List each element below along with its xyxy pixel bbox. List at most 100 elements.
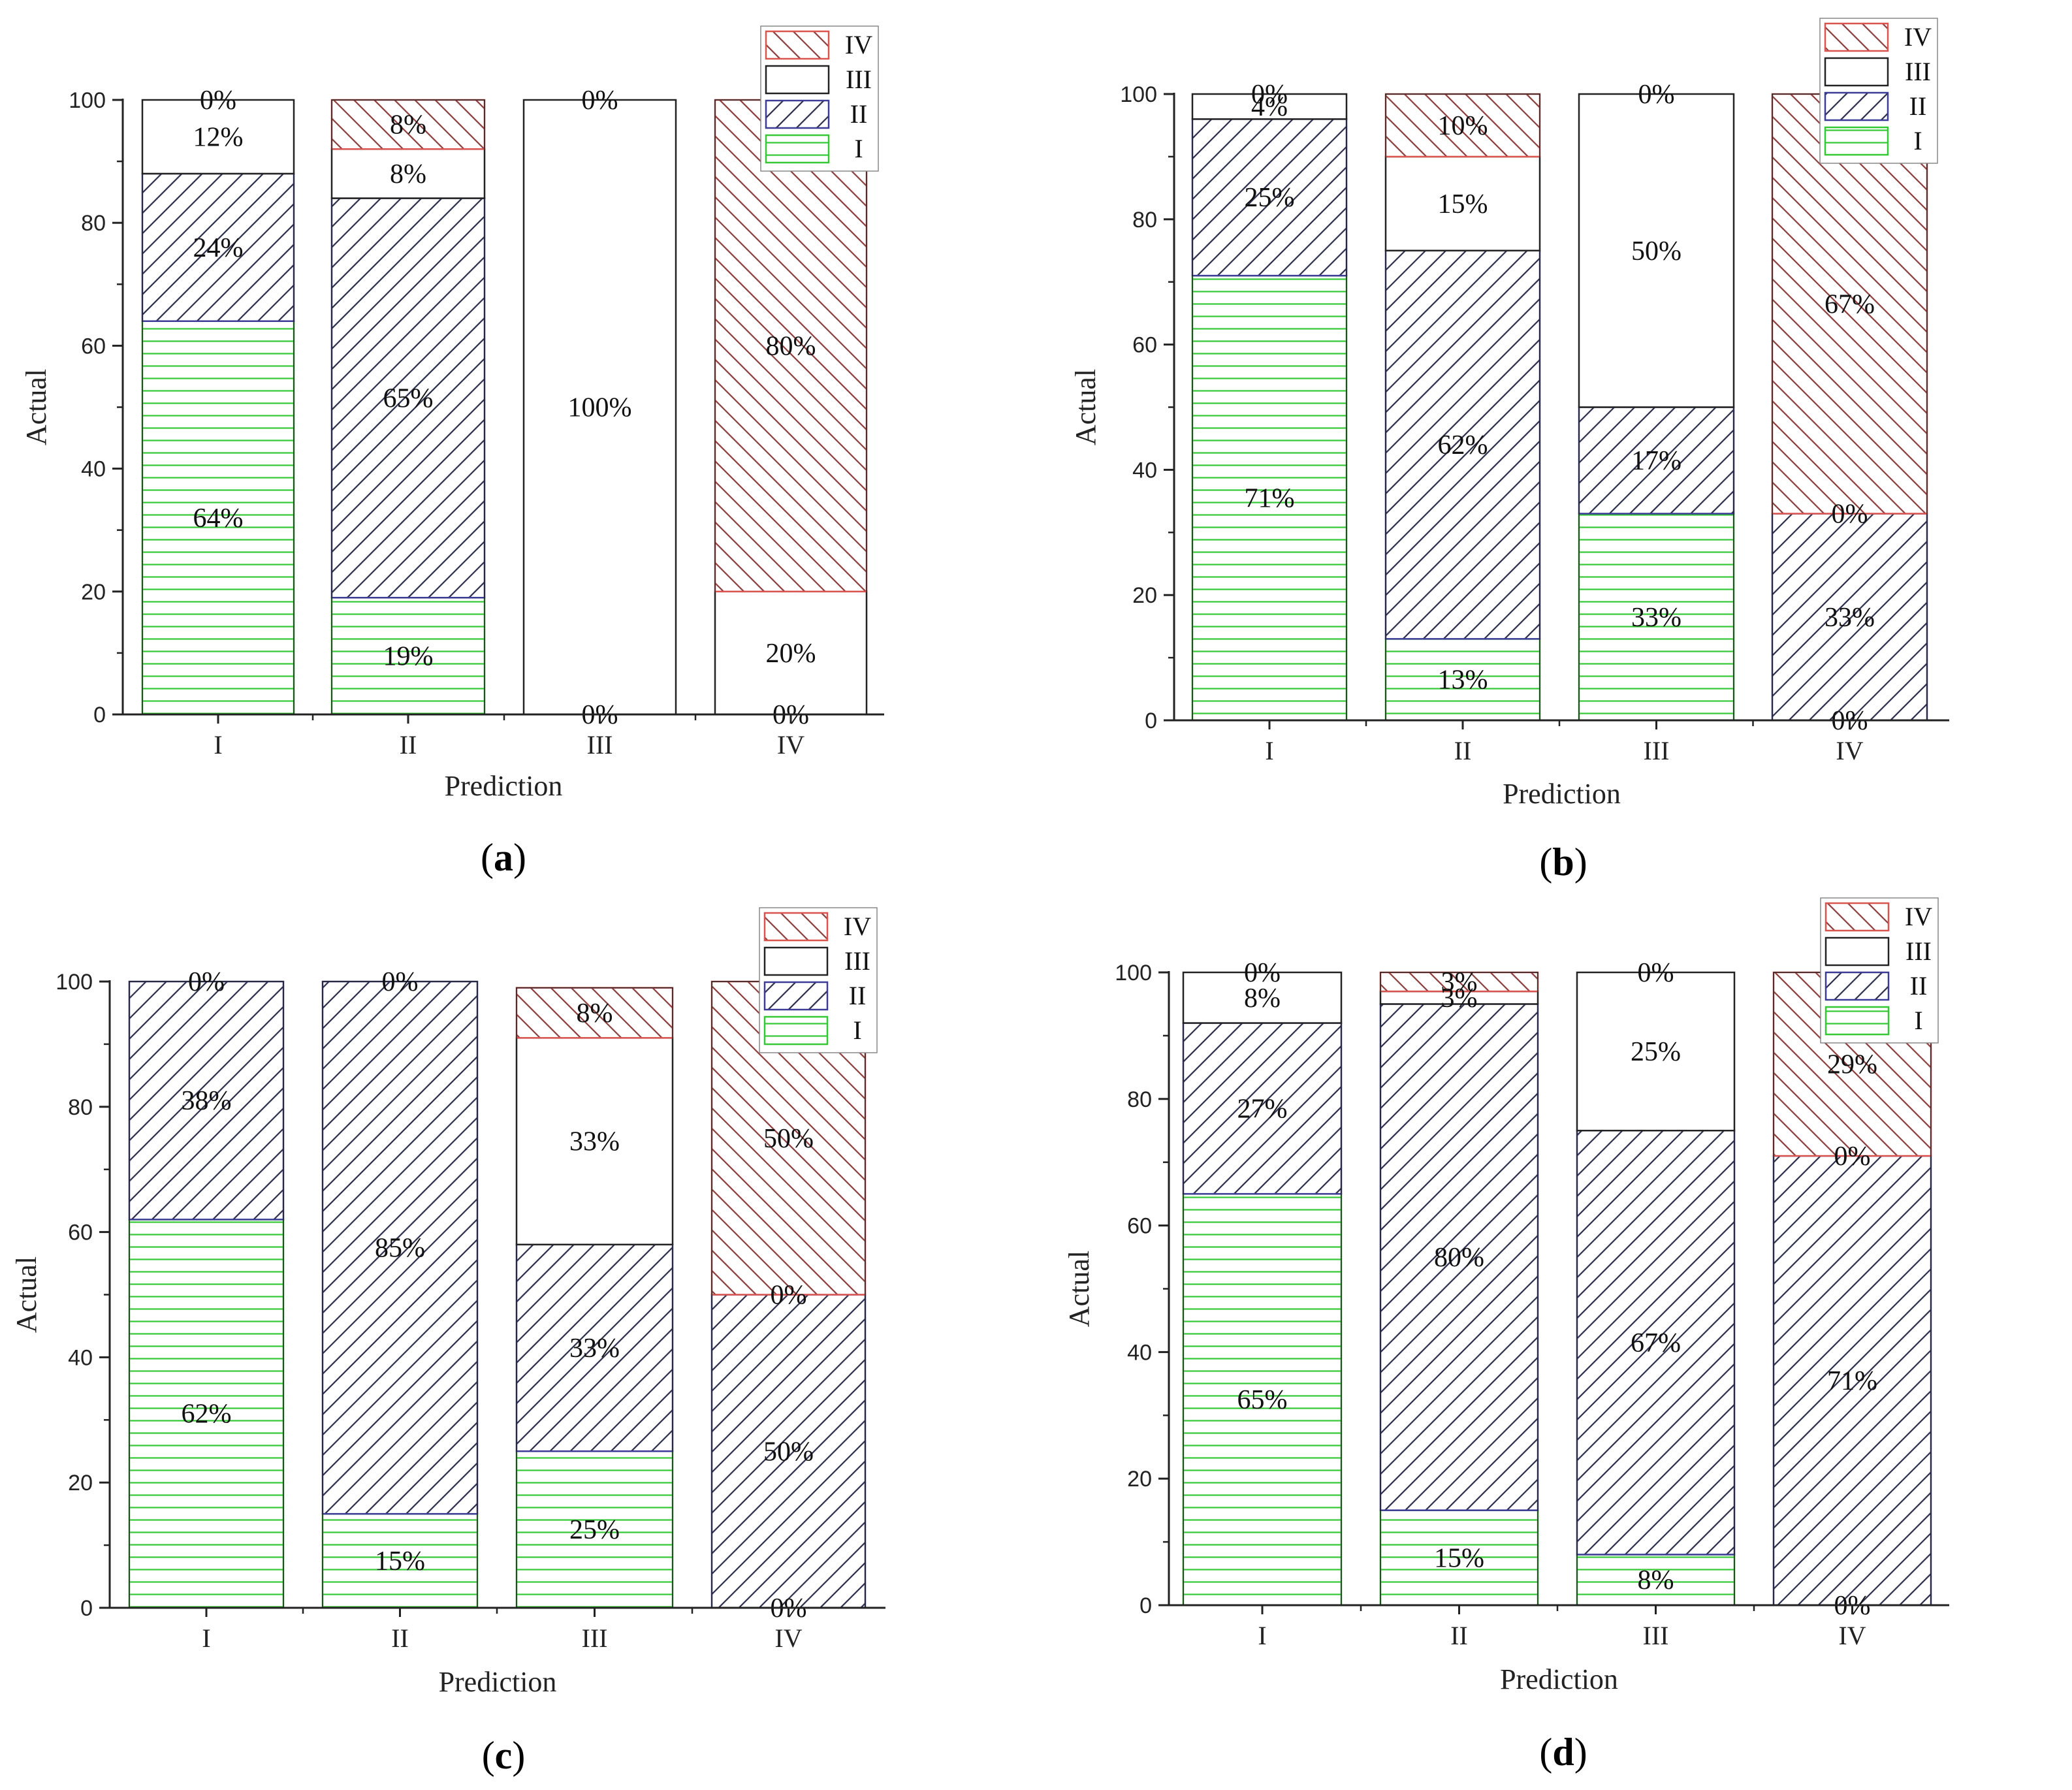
data-label-d-IV-III: 0% [1834, 1142, 1871, 1172]
y-tick-label-b-100: 100 [1120, 82, 1157, 107]
y-tick-label-c-80: 80 [68, 1095, 93, 1120]
x-tick-label-a-II: II [400, 730, 417, 759]
x-tick-label-b-III: III [1644, 736, 1670, 765]
data-label-a-II-IV: 8% [390, 110, 426, 140]
bar-a-I-I [141, 320, 295, 716]
data-label-a-IV-III: 20% [766, 639, 816, 669]
y-axis-title-c: Actual [10, 1256, 42, 1333]
y-axis-title-a: Actual [20, 369, 52, 445]
legend-label-b-IV: IV [1904, 22, 1932, 52]
data-label-c-IV-II: 50% [763, 1437, 814, 1467]
data-label-b-I-III: 4% [1251, 92, 1288, 122]
data-label-c-II-II: 85% [375, 1234, 425, 1264]
bar-d-II-I [1379, 1509, 1539, 1606]
y-tick-label-d-100: 100 [1115, 961, 1152, 985]
y-tick-label-b-20: 20 [1132, 583, 1157, 608]
data-label-c-III-IV: 8% [577, 999, 613, 1029]
data-label-d-II-II: 80% [1434, 1243, 1484, 1273]
legend-swatch-a-I [765, 134, 830, 164]
y-tick-label-d-60: 60 [1127, 1214, 1152, 1239]
x-tick-label-d-II: II [1450, 1621, 1468, 1650]
data-label-d-IV-IV: 29% [1827, 1050, 1877, 1080]
legend-swatch-d-I [1825, 1006, 1890, 1036]
data-label-a-II-III: 8% [390, 159, 426, 189]
data-label-a-III-IV: 0% [582, 86, 618, 116]
bar-a-I-II [141, 172, 295, 323]
bar-b-I-II [1191, 118, 1348, 277]
y-tick-label-d-0: 0 [1140, 1593, 1152, 1618]
x-tick-label-a-I: I [214, 730, 222, 759]
x-axis-title-d: Prediction [1500, 1663, 1618, 1695]
legend-swatch-c-I [763, 1015, 829, 1046]
x-axis-title-c: Prediction [439, 1666, 557, 1698]
legend-swatch-b-IV [1824, 22, 1889, 52]
data-label-d-I-II: 27% [1237, 1094, 1288, 1124]
panels-root: 64%24%12%0%19%65%8%8%0%100%0%0%20%80%020… [10, 18, 1949, 1777]
x-tick-label-c-II: II [391, 1623, 409, 1653]
data-label-b-III-II: 17% [1631, 446, 1682, 476]
data-label-d-III-IV: 0% [1638, 958, 1674, 988]
bar-d-I-III [1182, 971, 1343, 1024]
bar-a-II-II [330, 197, 486, 599]
bar-b-II-II [1384, 249, 1541, 640]
legend-swatch-c-II [763, 981, 829, 1011]
x-tick-label-b-I: I [1265, 736, 1273, 765]
legend-label-c-III: III [844, 946, 870, 976]
data-label-b-I-II: 25% [1245, 183, 1295, 213]
legend-swatch-d-II [1825, 971, 1890, 1001]
legend-label-a-IV: IV [845, 30, 872, 59]
data-label-a-III-III: 100% [568, 393, 632, 423]
data-label-c-III-III: 33% [569, 1127, 620, 1157]
bar-b-III-III [1578, 93, 1735, 408]
y-tick-label-d-40: 40 [1127, 1340, 1152, 1365]
legend-swatch-a-II [765, 99, 830, 129]
bar-c-III-II [515, 1243, 674, 1452]
data-label-d-I-IV: 0% [1244, 958, 1281, 988]
chart-panel-c: 62%38%0%15%85%0%25%33%33%8%0%50%0%50%020… [10, 907, 885, 1777]
data-label-c-II-III: 0% [382, 967, 419, 997]
data-label-d-IV-II: 71% [1827, 1366, 1877, 1396]
data-label-b-IV-IV: 67% [1825, 289, 1875, 319]
chart-panel-b: 71%25%4%0%13%62%15%10%33%17%50%0%0%33%0%… [1070, 18, 1949, 884]
chart-panel-a: 64%24%12%0%19%65%8%8%0%100%0%0%20%80%020… [20, 25, 884, 879]
y-tick-label-c-0: 0 [80, 1596, 93, 1621]
x-tick-label-c-III: III [582, 1623, 608, 1653]
y-axis-title-b: Actual [1070, 369, 1102, 445]
data-label-c-IV-IV: 50% [763, 1124, 814, 1154]
bar-d-II-II [1379, 1003, 1539, 1511]
legend-label-d-I: I [1914, 1006, 1922, 1035]
bar-c-III-IV [515, 987, 674, 1039]
data-label-b-IV-II: 33% [1825, 603, 1875, 633]
legend-label-d-II: II [1910, 971, 1928, 1000]
legend-swatch-d-IV [1825, 902, 1890, 932]
legend-label-d-IV: IV [1905, 902, 1932, 931]
y-tick-label-b-60: 60 [1132, 333, 1157, 358]
bar-a-III-III [522, 99, 677, 716]
y-tick-label-d-20: 20 [1127, 1467, 1152, 1492]
legend-label-b-I: I [1913, 126, 1922, 155]
data-label-d-III-III: 25% [1631, 1037, 1681, 1067]
data-label-d-II-III: 3% [1441, 983, 1478, 1014]
x-tick-label-d-I: I [1258, 1621, 1266, 1650]
panel-label-d: (d) [1539, 1731, 1587, 1774]
y-tick-label-b-80: 80 [1132, 208, 1157, 232]
data-label-c-III-I: 25% [569, 1515, 620, 1545]
data-label-a-I-IV: 0% [200, 86, 236, 116]
data-label-a-I-I: 64% [193, 503, 244, 534]
bar-c-III-III [515, 1037, 674, 1246]
x-tick-label-c-IV: IV [774, 1623, 802, 1653]
data-label-c-I-II: 38% [182, 1086, 232, 1116]
x-tick-label-c-I: I [202, 1623, 210, 1653]
x-tick-label-a-III: III [587, 730, 613, 759]
data-label-b-III-I: 33% [1631, 603, 1682, 633]
y-axis-title-d: Actual [1063, 1251, 1095, 1327]
x-tick-label-b-II: II [1454, 736, 1472, 765]
bar-d-III-I [1576, 1554, 1736, 1606]
data-label-c-I-III: 0% [188, 967, 225, 997]
bar-b-I-I [1191, 274, 1348, 722]
x-axis-title-b: Prediction [1503, 778, 1621, 810]
data-label-d-I-I: 65% [1237, 1385, 1288, 1415]
